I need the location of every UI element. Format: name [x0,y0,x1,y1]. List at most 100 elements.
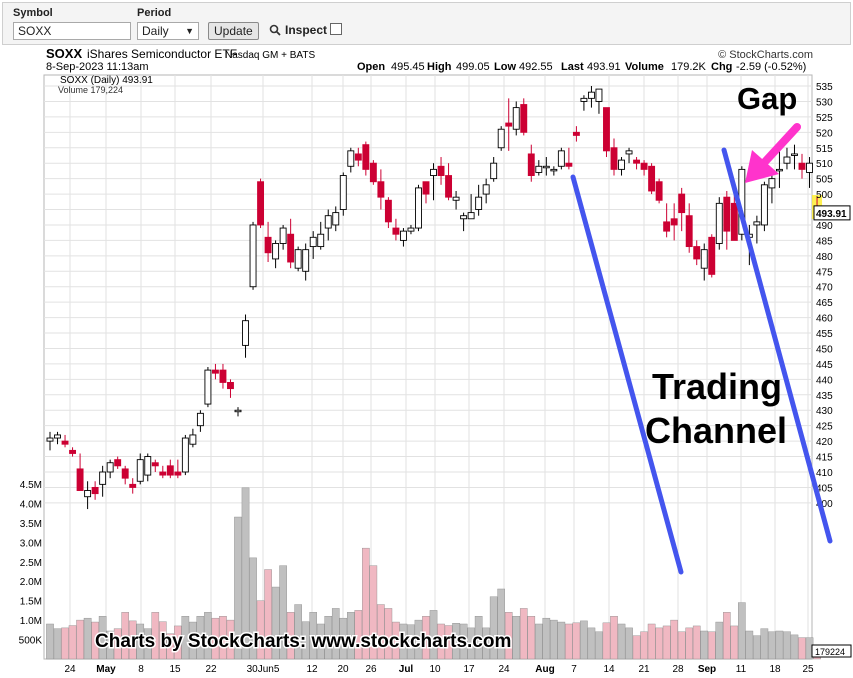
volume-bar [587,627,596,660]
candle-body [106,462,114,473]
candle-body [242,320,249,346]
volume-bar [715,621,724,660]
volume-bar [174,625,182,660]
volume-bar [723,612,731,660]
volume-bar [301,621,310,660]
volume-bar [189,621,197,660]
volume-bar [294,604,302,660]
candle-body [490,162,498,180]
candle-body [302,249,310,272]
candle-body [603,107,610,152]
volume-bar [241,487,250,660]
candle-body [670,218,678,226]
candle-body [430,168,437,177]
price-tick-label: 475 [816,267,833,278]
x-tick-label: 14 [603,664,615,675]
candle-body [663,221,671,232]
candle-body [760,184,768,226]
search-icon [269,23,281,36]
candle-body [452,196,460,201]
volume-tick-label: 3.0M [20,538,42,549]
header-date: 8-Sep-2023 11:13am [46,61,149,73]
candle-body [730,202,738,241]
x-tick-label: 20 [337,664,349,675]
volume-bar [542,617,551,660]
volume-bar [46,623,54,660]
candle-body [144,456,152,476]
symbol-input[interactable]: SOXX [13,22,131,40]
volume-bar [316,623,325,660]
volume-bar [91,621,99,660]
candle-body [136,459,144,482]
x-tick-label: 24 [498,664,510,675]
volume-bar [753,635,761,660]
candle-body [482,184,490,195]
candle-body [174,471,182,476]
low-label: Low [494,61,516,73]
candle-body [460,215,468,220]
candle-body [196,412,204,427]
price-tick-label: 420 [816,437,833,448]
candle-body [618,159,625,170]
volume-bar [632,635,641,660]
candle-body [753,221,761,226]
last-volume-label: 179224 [815,647,845,657]
candle-body [685,215,693,248]
candle-body [565,162,573,167]
x-tick-label: 28 [672,664,684,675]
candle-body [806,162,813,173]
volume-bar [331,608,340,660]
volume-bar [414,619,423,660]
x-tick-label: 7 [571,664,577,675]
volume-value: 179.2K [671,61,707,73]
x-tick-label: 26 [365,664,377,675]
volume-bar [783,631,791,660]
open-value: 495.45 [391,61,425,73]
volume-bar [768,631,776,660]
chg-value: -2.59 (-0.52%) [736,61,806,73]
volume-bar [707,631,716,660]
volume-bar [775,630,784,660]
update-button[interactable]: Update [208,22,259,40]
volume-bar [286,612,295,660]
volume-bar [196,616,205,660]
candle-body [535,165,543,173]
volume-bar [617,623,626,660]
volume-bar [271,586,280,660]
candle-body [505,122,513,127]
price-tick-label: 470 [816,283,833,294]
volume-bar [76,619,84,660]
candle-body [700,249,708,269]
volume-bar [565,623,573,660]
volume-bar [362,547,370,660]
candle-body [294,249,302,269]
x-tick-label: 12 [306,664,318,675]
price-tick-label: 510 [816,159,833,170]
period-select[interactable]: Daily ▼ [137,22,199,40]
price-tick-label: 530 [816,97,833,108]
volume-tick-label: 3.5M [20,519,42,530]
price-tick-label: 525 [816,113,833,124]
candle-body [91,486,99,495]
candle-body [475,196,483,210]
last-price-label: 493.91 [816,209,847,220]
volume-bar [730,625,739,660]
volume-bar [662,625,671,660]
inspect-checkbox[interactable] [330,23,342,35]
price-tick-label: 405 [816,483,833,494]
candle-body [181,437,189,473]
volume-bar [602,622,611,660]
volume-bar [106,630,114,660]
candle-body [625,150,633,155]
chg-label: Chg [711,61,732,73]
candle-body [572,131,580,136]
volume-bar [98,616,107,660]
volume-bar [279,565,287,660]
candle-body [798,162,806,170]
candle-body [610,147,618,170]
volume-bar [309,612,318,660]
volume-bar [113,628,122,660]
x-tick-label: May [96,664,116,675]
volume-bar [324,616,333,660]
candle-body [693,246,701,260]
